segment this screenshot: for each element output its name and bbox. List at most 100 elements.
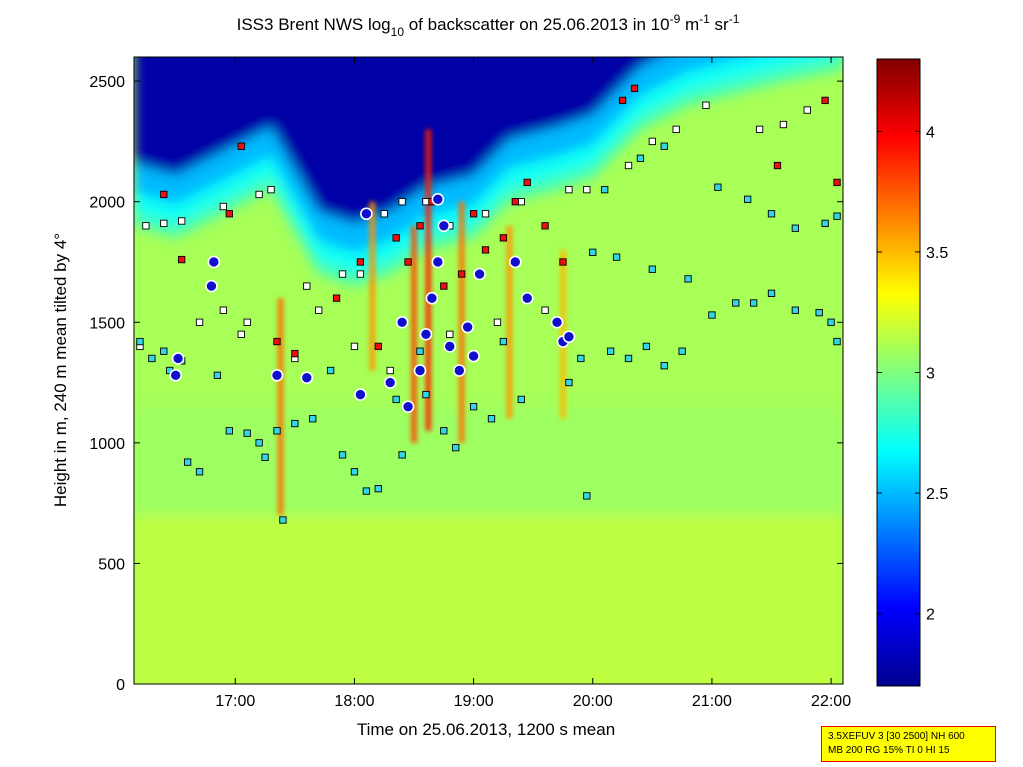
marker-s1-26	[577, 354, 585, 363]
marker-s1-22	[469, 403, 478, 411]
echo-circle-9	[395, 315, 409, 329]
y-tick-label-0: 0	[116, 677, 125, 694]
echo-circle-13	[431, 255, 445, 269]
marker-s0-0	[142, 222, 150, 230]
echo-circle-19	[473, 267, 486, 281]
marker-s1-0	[136, 337, 144, 346]
plume-4	[458, 201, 465, 443]
marker-s2-13	[458, 270, 466, 278]
marker-s1-13	[309, 415, 317, 423]
x-axis-label: Time on 25.06.2013, 1200 s mean	[357, 720, 615, 739]
marker-s1-19	[422, 390, 430, 399]
marker-s1-23	[487, 415, 496, 423]
info-line-2: MB 200 RG 15% TI 0 HI 15	[828, 745, 950, 756]
marker-s1-28	[624, 354, 633, 363]
chart-title: ISS3 Brent NWS log10 of backscatter on 2…	[237, 12, 740, 39]
info-line-1: 3.5XEFUV 3 [30 2500] NH 600	[828, 731, 965, 742]
marker-s2-10	[416, 222, 424, 230]
echo-circle-8	[383, 376, 397, 389]
marker-s1-1	[148, 354, 156, 363]
marker-s0-16	[481, 210, 490, 218]
marker-s0-28	[350, 342, 359, 351]
marker-s2-5	[332, 294, 341, 302]
echo-circle-4	[270, 369, 284, 382]
plot-area	[134, 57, 843, 684]
echo-circle-6	[354, 388, 367, 401]
y-tick-label-4: 2000	[89, 195, 125, 212]
marker-s2-9	[404, 258, 412, 266]
marker-s1-46	[767, 210, 776, 218]
marker-s1-55	[416, 347, 424, 355]
marker-s1-21	[452, 444, 460, 452]
marker-s1-33	[767, 289, 776, 297]
plume-streaks	[277, 129, 566, 516]
marker-s2-16	[499, 234, 508, 242]
marker-s0-24	[755, 125, 764, 133]
marker-s0-27	[315, 306, 323, 314]
marker-s1-38	[589, 248, 597, 256]
marker-s1-18	[398, 451, 406, 459]
marker-s1-54	[392, 395, 400, 404]
echo-circle-3	[207, 255, 221, 269]
marker-s2-25	[833, 178, 841, 187]
echo-circle-0	[169, 369, 183, 382]
marker-s0-18	[565, 185, 573, 194]
marker-s1-52	[660, 142, 668, 150]
marker-s0-31	[493, 318, 502, 326]
marker-s2-12	[440, 282, 448, 290]
marker-s1-10	[195, 468, 204, 476]
marker-s1-48	[821, 219, 829, 228]
y-tick-label-1: 500	[98, 556, 125, 573]
marker-s1-37	[833, 337, 841, 346]
parameter-info-box: 3.5XEFUV 3 [30 2500] NH 600 MB 200 RG 15…	[821, 726, 996, 762]
marker-s0-5	[267, 185, 275, 194]
echo-circle-11	[419, 328, 433, 341]
echo-circle-1	[171, 352, 185, 365]
echo-circle-26	[401, 400, 415, 413]
x-tick-label-3: 20:00	[573, 693, 613, 710]
colorbar-ticks: 2 2.5 3 3.5 4	[877, 124, 948, 624]
marker-s0-4	[255, 190, 263, 199]
echo-circle-14	[437, 219, 451, 233]
cloud-band-3	[134, 57, 660, 224]
marker-s1-43	[732, 299, 740, 307]
marker-s1-34	[791, 306, 799, 314]
marker-s0-9	[303, 282, 311, 290]
marker-s2-26	[291, 349, 299, 358]
marker-s2-14	[469, 210, 478, 218]
marker-s1-49	[833, 212, 841, 220]
marker-s1-57	[326, 366, 335, 375]
marker-s0-3	[219, 202, 228, 211]
marker-s0-20	[624, 161, 633, 170]
marker-s1-9	[183, 458, 192, 466]
marker-s2-23	[773, 161, 782, 170]
marker-s1-12	[291, 419, 299, 428]
marker-s0-17	[517, 198, 525, 206]
marker-s0-30	[446, 330, 454, 338]
marker-s2-19	[541, 222, 549, 230]
marker-s0-26	[803, 106, 811, 114]
backscatter-field	[134, 57, 843, 684]
marker-s2-4	[273, 337, 281, 346]
marker-s2-18	[523, 178, 531, 187]
y-tick-label-5: 2500	[89, 74, 125, 91]
echo-circle-21	[520, 291, 534, 305]
marker-s2-21	[618, 96, 627, 105]
marker-s1-11	[273, 427, 281, 435]
marker-s0-13	[398, 198, 406, 206]
marker-s0-22	[672, 125, 680, 133]
marker-s1-36	[827, 318, 835, 326]
title-sup3: -1	[729, 12, 740, 26]
title-mid: of backscatter on 25.06.2013 in 10	[404, 15, 670, 34]
marker-s0-32	[541, 306, 549, 314]
marker-s1-42	[708, 311, 716, 319]
detection-markers	[136, 84, 841, 524]
marker-s1-56	[499, 337, 508, 346]
cbar-tick-label-2: 3	[926, 366, 935, 383]
marker-s1-14	[338, 451, 347, 459]
marker-s1-16	[362, 487, 371, 495]
plume-6	[559, 249, 566, 419]
marker-s1-40	[648, 265, 656, 273]
title-unit1: m	[680, 15, 699, 34]
